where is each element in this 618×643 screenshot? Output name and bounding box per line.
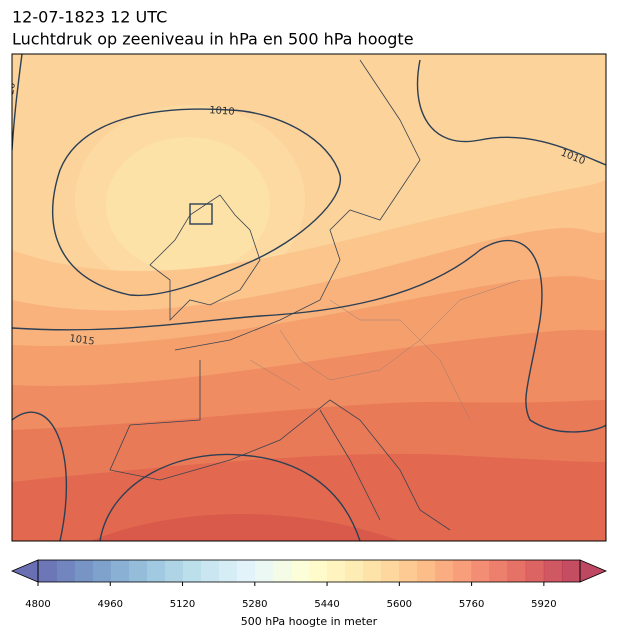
coastline — [109, 360, 451, 531]
colorbar-tick-label: 5600 — [387, 599, 412, 610]
colorbar-box — [74, 560, 93, 582]
colorbar-box — [381, 560, 400, 582]
colorbar-tick-label: 4800 — [25, 599, 50, 610]
colorbar: 4800 4960 5120 5280 5440 5600 5760 5920 — [10, 559, 608, 610]
isobar — [416, 59, 606, 166]
colorbar-box — [272, 560, 292, 582]
colorbar-box — [290, 560, 310, 582]
colorbar-box — [146, 560, 165, 582]
colorbar-box — [218, 560, 238, 582]
colorbar-box — [417, 560, 436, 582]
isobar — [12, 54, 23, 151]
coastline — [319, 409, 381, 521]
height-band — [106, 137, 270, 273]
colorbar-box — [38, 560, 57, 582]
isobar — [189, 203, 213, 225]
colorbar-box — [92, 560, 111, 582]
map: 1010 1010 1010 1015 — [3, 54, 606, 541]
colorbar-box — [309, 560, 328, 582]
colorbar-tick-label: 5120 — [170, 599, 195, 610]
date-title: 12-07-1823 12 UTC — [12, 8, 167, 27]
colorbar-box — [236, 560, 256, 582]
colorbar-box — [471, 560, 490, 582]
colorbar-label: 500 hPa hoogte in meter — [241, 615, 378, 628]
colorbar-tick-label: 4960 — [98, 599, 123, 610]
colorbar-extend — [10, 559, 39, 583]
isobar — [12, 411, 361, 541]
colorbar-box — [543, 560, 563, 582]
colorbar-box — [489, 560, 509, 582]
colorbar-box — [399, 560, 418, 582]
colorbar-box — [435, 560, 454, 582]
isobar — [12, 239, 606, 433]
map-title: Luchtdruk op zeeniveau in hPa en 500 hPa… — [12, 30, 414, 49]
map-frame — [11, 53, 607, 542]
colorbar-tick-label: 5920 — [531, 599, 556, 610]
colorbar-box — [525, 560, 545, 582]
coastline — [174, 59, 421, 351]
colorbar-tick-label: 5760 — [459, 599, 484, 610]
colorbar-box — [453, 560, 472, 582]
colorbar-box — [507, 560, 527, 582]
colorbar-tick-label: 5280 — [242, 599, 267, 610]
colorbar-box — [128, 560, 147, 582]
colorbar-extend — [579, 559, 608, 583]
colorbar-box — [327, 560, 346, 582]
colorbar-box — [110, 560, 129, 582]
isobar-label: 1010 — [3, 82, 18, 109]
colorbar-box — [182, 560, 201, 582]
border — [249, 279, 521, 421]
colorbar-box — [345, 560, 364, 582]
colorbar-box — [254, 560, 274, 582]
height-band — [90, 514, 400, 541]
colorbar-tick-label: 5440 — [314, 599, 339, 610]
colorbar-box — [56, 560, 75, 582]
isobar-label: 1010 — [209, 105, 235, 118]
colorbar-box — [363, 560, 382, 582]
isobar — [52, 108, 341, 297]
coastline — [149, 194, 261, 321]
colorbar-box — [200, 560, 219, 582]
colorbar-box — [561, 560, 581, 582]
colorbar-frame — [37, 559, 581, 583]
colorbar-box — [164, 560, 183, 582]
height-band — [12, 453, 606, 541]
isobar-label: 1015 — [69, 333, 96, 347]
